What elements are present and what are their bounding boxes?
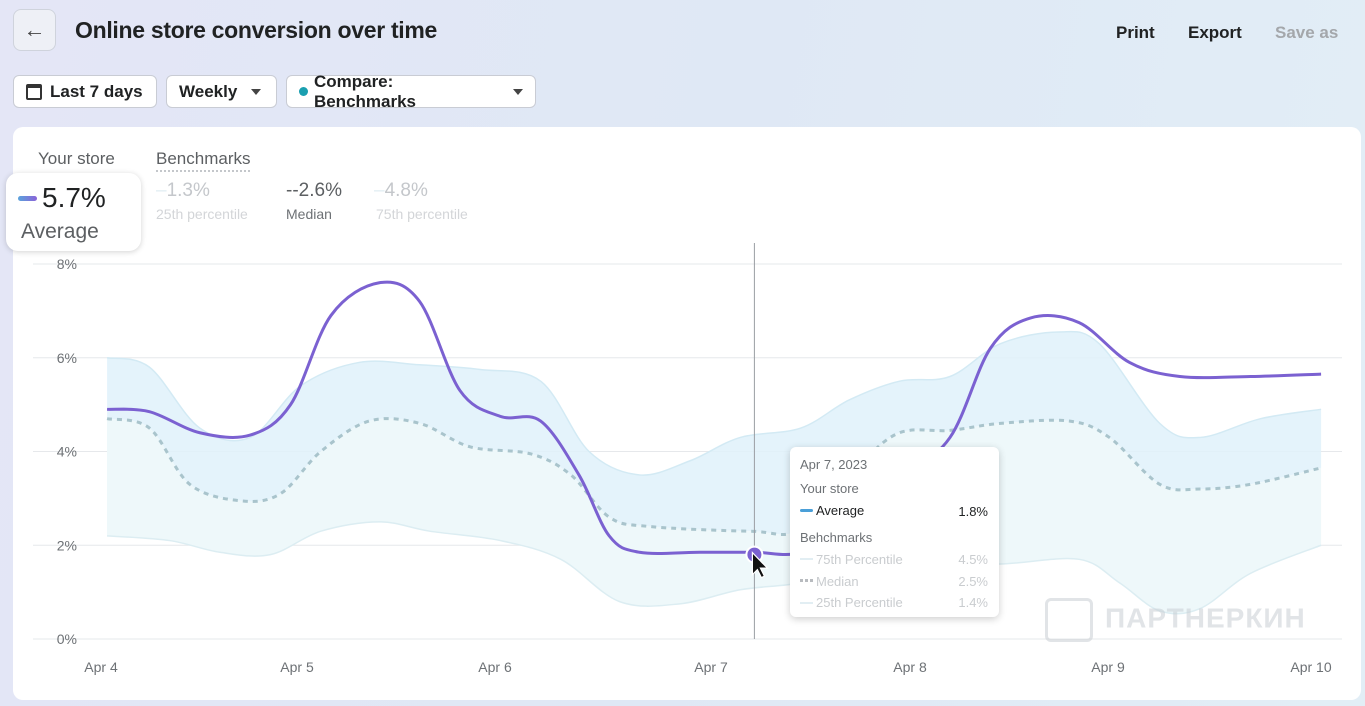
tab-benchmarks[interactable]: Benchmarks: [156, 149, 251, 172]
y-tick-label: 8%: [57, 256, 77, 272]
series-25th-percentile: [106, 521, 1322, 615]
median-metric: --2.6%: [286, 180, 342, 201]
y-tick-label: 2%: [57, 537, 77, 553]
average-swatch-icon: [800, 509, 813, 512]
p75-metric: –4.8%: [374, 180, 428, 201]
series-average: [106, 280, 1322, 557]
interval-select[interactable]: Weekly: [166, 75, 277, 108]
x-tick-label: Apr 6: [478, 659, 512, 675]
tooltip-average-label: Average: [816, 503, 865, 518]
interval-label: Weekly: [179, 81, 238, 101]
export-button[interactable]: Export: [1188, 23, 1242, 42]
tooltip-section-benchmarks: Behchmarks: [800, 530, 873, 545]
watermark-logo-icon: [1045, 598, 1093, 642]
p75-swatch-icon: [800, 558, 813, 560]
chart-tooltip: Apr 7, 2023 Your store Average 1.8% Behc…: [790, 447, 999, 617]
tooltip-p25-label: 25th Percentile: [816, 595, 903, 610]
calendar-icon: [26, 83, 42, 100]
average-label: Average: [21, 220, 99, 243]
x-tick-label: Apr 10: [1290, 659, 1331, 675]
x-tick-label: Apr 8: [893, 659, 927, 675]
x-tick-label: Apr 4: [84, 659, 118, 675]
band-75th-median: [107, 331, 1322, 535]
tooltip-p25-value: 1.4%: [958, 595, 988, 610]
tooltip-date: Apr 7, 2023: [800, 457, 868, 472]
tooltip-median-label: Median: [816, 574, 859, 589]
average-metric-card[interactable]: 5.7% Average: [6, 173, 141, 251]
compare-label: Compare: Benchmarks: [313, 71, 417, 111]
tooltip-median-value: 2.5%: [958, 574, 988, 589]
tooltip-p75-label: 75th Percentile: [816, 552, 903, 567]
tooltip-section-store: Your store: [800, 481, 859, 496]
median-label: Median: [286, 206, 332, 222]
compare-select[interactable]: Compare: Benchmarks: [286, 72, 536, 111]
chevron-down-icon: [251, 88, 262, 95]
back-button[interactable]: ←: [13, 9, 56, 51]
print-button[interactable]: Print: [1116, 23, 1155, 42]
y-tick-label: 6%: [57, 350, 77, 366]
band-median-25th: [107, 418, 1322, 614]
page-title: Online store conversion over time: [75, 17, 438, 43]
x-tick-label: Apr 5: [280, 659, 314, 675]
y-tick-label: 0%: [57, 631, 77, 647]
date-range-label: Last 7 days: [50, 81, 143, 101]
p25-label: 25th percentile: [156, 206, 248, 222]
series-75th-percentile: [106, 330, 1322, 476]
tooltip-p75-value: 4.5%: [958, 552, 988, 567]
x-tick-label: Apr 7: [694, 659, 728, 675]
compare-dot-icon: [299, 87, 308, 96]
p25-metric: –1.3%: [156, 180, 210, 201]
tab-your-store[interactable]: Your store: [38, 149, 115, 168]
arrow-left-icon: ←: [23, 17, 46, 42]
y-tick-label: 4%: [57, 444, 77, 460]
x-tick-label: Apr 9: [1091, 659, 1125, 675]
average-value: 5.7%: [42, 182, 106, 213]
p25-swatch-icon: [800, 602, 813, 604]
average-legend-swatch: [18, 196, 37, 201]
tooltip-average-value: 1.8%: [958, 504, 988, 519]
cursor-icon: [751, 551, 769, 579]
series-median: [106, 417, 1322, 536]
median-swatch-icon: [800, 579, 813, 582]
save-as-button[interactable]: Save as: [1275, 23, 1339, 42]
chevron-down-icon: [513, 88, 523, 95]
p75-label: 75th percentile: [376, 206, 468, 222]
watermark: ПАРТНЕРКИН: [1045, 598, 1306, 642]
date-range-button[interactable]: Last 7 days: [13, 75, 157, 108]
